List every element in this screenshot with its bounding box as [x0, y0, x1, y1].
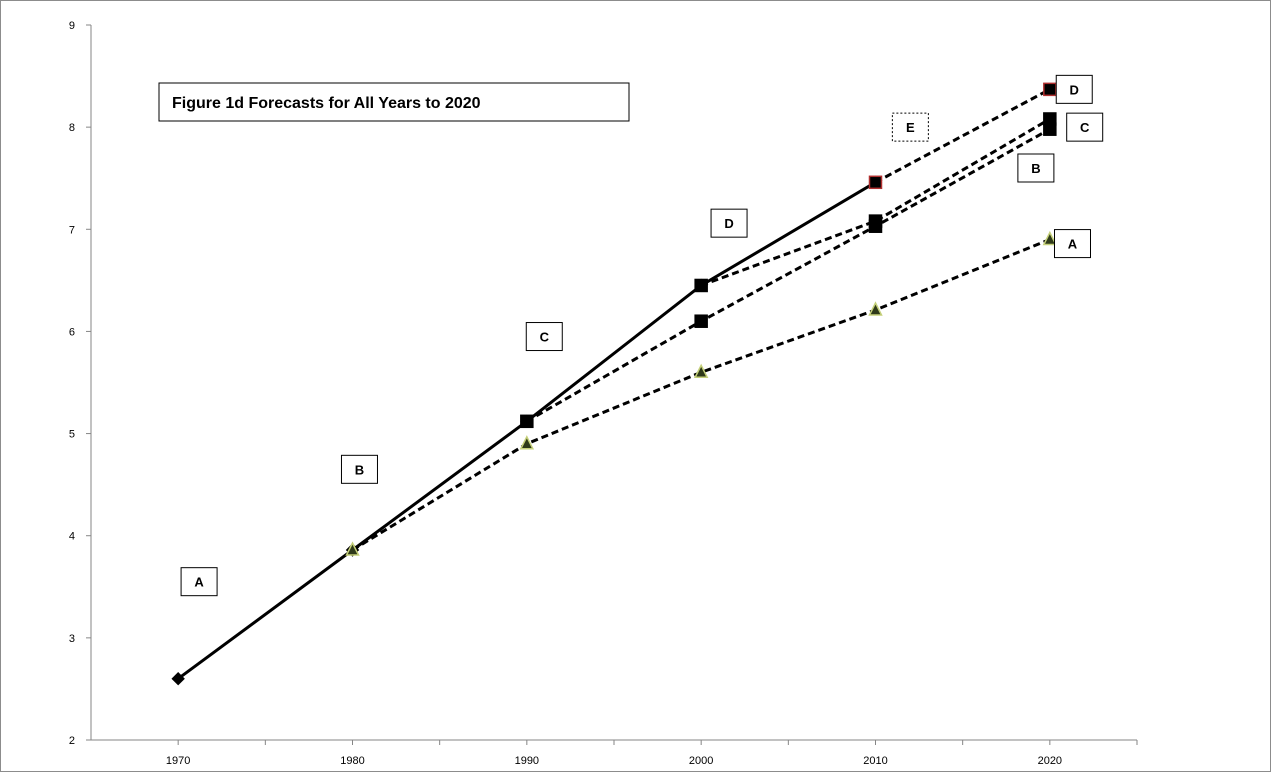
data-point-triangle	[345, 541, 360, 556]
y-tick-label: 4	[69, 531, 75, 543]
annotation-label: E	[906, 120, 915, 135]
y-tick-label: 9	[69, 20, 75, 32]
series-3-line	[526, 127, 1051, 423]
data-point-square	[694, 314, 708, 328]
series-1-line	[177, 181, 877, 680]
series-2-line	[351, 238, 1051, 552]
y-tick-label: 6	[69, 326, 75, 338]
annotation-e: E	[891, 112, 929, 142]
data-point-square	[694, 278, 708, 293]
chart-title: Figure 1d Forecasts for All Years to 202…	[172, 95, 481, 112]
annotation-box	[340, 454, 378, 484]
data-point-square	[868, 214, 883, 228]
annotation-box	[1017, 153, 1055, 183]
annotation-c: C	[525, 322, 563, 352]
annotation-label: A	[194, 575, 204, 590]
x-tick-label: 2010	[863, 755, 887, 767]
data-point-square	[1043, 82, 1057, 97]
y-tick-label: 2	[69, 735, 75, 747]
annotation-c: C	[1066, 112, 1104, 142]
axes: 2 3 4 5 6 7 8 9 1970 1980 1990 2000 2010 2020	[69, 20, 1138, 767]
annotation-label: D	[1070, 82, 1079, 97]
annotation-a: A	[1053, 229, 1091, 259]
series-1	[171, 175, 883, 686]
data-point-triangle	[1042, 230, 1058, 246]
annotation-label: D	[724, 216, 733, 231]
chart-title-box	[158, 82, 630, 122]
annotation-b: B	[1017, 153, 1055, 183]
annotation-label: B	[355, 462, 364, 477]
annotation-box	[525, 322, 563, 352]
x-tick-label: 2000	[689, 755, 713, 767]
data-point-square	[1043, 112, 1057, 126]
annotation-box	[1055, 74, 1093, 104]
y-tick-label: 5	[69, 429, 75, 441]
series-2	[345, 230, 1058, 556]
annotation-box	[1053, 229, 1091, 259]
data-point-triangle	[519, 435, 535, 450]
series-4	[694, 112, 1057, 293]
annotation-layer: A B C D E D C B A	[180, 74, 1104, 597]
annotation-d: D	[710, 208, 748, 238]
title-layer: Figure 1d Forecasts for All Years to 202…	[158, 82, 630, 122]
series-3	[520, 122, 1057, 429]
annotation-label: B	[1031, 161, 1040, 176]
annotation-d: D	[1055, 74, 1093, 104]
data-point-triangle	[693, 363, 709, 379]
annotation-box	[891, 112, 929, 142]
annotation-label: C	[540, 330, 550, 345]
x-tick-label: 1990	[515, 755, 539, 767]
data-point-square	[868, 175, 883, 190]
annotation-box	[180, 567, 218, 597]
y-tick-label: 3	[69, 633, 75, 645]
annotation-a: A	[180, 567, 218, 597]
x-tick-label: 2020	[1038, 755, 1062, 767]
annotation-b: B	[340, 454, 378, 484]
annotation-label: C	[1080, 120, 1090, 135]
data-point-square	[520, 414, 534, 429]
x-tick-label: 1980	[340, 755, 364, 767]
series-4-line	[700, 117, 1051, 287]
y-tick-label: 7	[69, 224, 75, 236]
annotation-box	[1066, 112, 1104, 142]
x-tick-label: 1970	[166, 755, 190, 767]
data-point-diamond	[171, 672, 185, 686]
series-5	[868, 82, 1057, 190]
annotation-label: A	[1068, 237, 1078, 252]
series-layer	[171, 82, 1058, 686]
data-point-triangle	[868, 301, 883, 316]
annotation-box	[710, 208, 748, 238]
y-tick-label: 8	[69, 122, 75, 134]
